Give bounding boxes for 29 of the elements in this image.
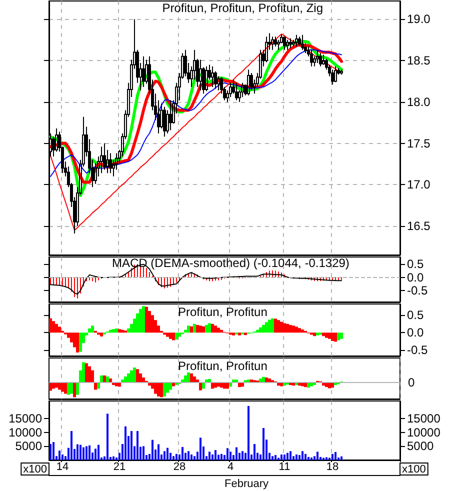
y-tick-label: 0.5 (407, 308, 424, 322)
y-tick-label: 0.0 (407, 270, 424, 284)
x-tick-label: 11 (278, 461, 290, 473)
y-tick-label: 16.5 (407, 219, 431, 234)
y-tick-label: 18.0 (407, 94, 431, 109)
x-axis-title: February (224, 478, 270, 490)
y-tick-label: 17.5 (407, 136, 431, 150)
chart-title: Profitun, Profitun (178, 359, 268, 373)
y-tick-label: 0.0 (407, 326, 424, 340)
y-tick-label: -0.5 (407, 343, 428, 358)
x-tick-label: 14 (56, 461, 69, 473)
y-tick-label: 0.5 (407, 257, 424, 272)
y-tick-label: 5000 (15, 439, 42, 454)
x-tick-label: 18 (326, 461, 339, 473)
y-tick-label: 18.5 (407, 54, 431, 68)
x-tick-label: 21 (113, 461, 126, 473)
y-axis-title: x100 (23, 464, 47, 476)
chart-title: MACD (DEMA-smoothed) (-0.1044, -0.1329) (112, 256, 350, 270)
y-tick-label: -0.5 (407, 283, 428, 298)
x-tick-label: 28 (173, 461, 186, 473)
ref-line-label: 0 (408, 376, 415, 390)
y-tick-label: 17.0 (407, 178, 431, 192)
y-tick-label: 15000 (8, 412, 42, 426)
x-tick-label: 4 (227, 461, 234, 473)
y-tick-label: 10000 (8, 425, 42, 440)
chart-title: Profitun, Profitun (178, 305, 268, 319)
y2-axis-title: x100 (402, 464, 426, 476)
y-tick-label: 19.0 (407, 12, 431, 26)
chart-title: Profitun, Profitun, Profitun, Zig (162, 1, 324, 15)
